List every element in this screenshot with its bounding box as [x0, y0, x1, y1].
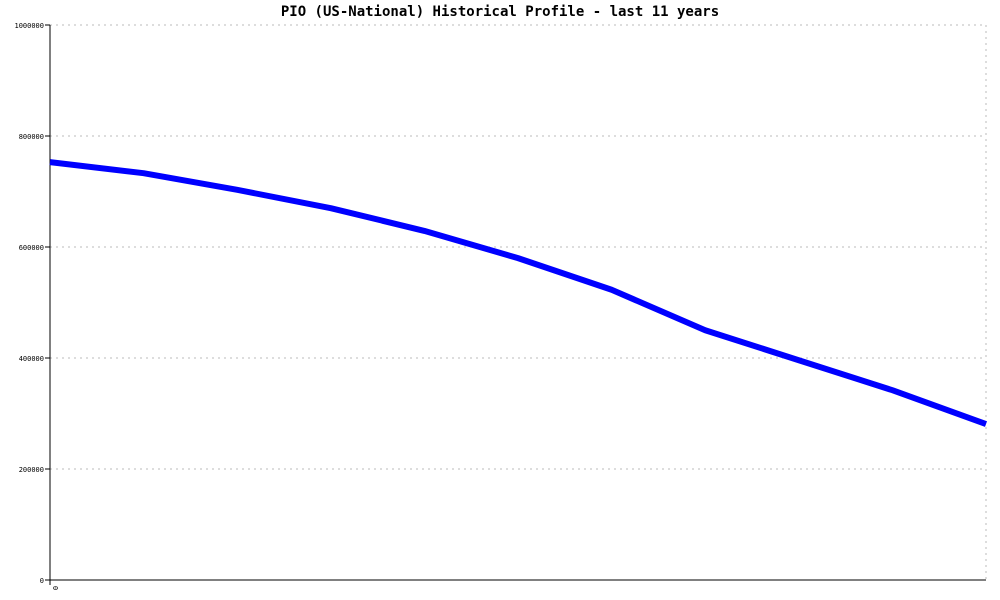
- y-tick-label: 400000: [19, 355, 44, 363]
- chart-title: PIO (US-National) Historical Profile - l…: [280, 4, 720, 20]
- y-tick-label: 800000: [19, 133, 44, 141]
- series-line: [49, 159, 988, 427]
- y-tick-label: 1000000: [14, 22, 44, 30]
- y-tick-label: 200000: [19, 466, 44, 474]
- y-tick-label: 600000: [19, 244, 44, 252]
- x-tick-label: 0: [51, 586, 59, 590]
- y-tick-label: 0: [40, 577, 44, 585]
